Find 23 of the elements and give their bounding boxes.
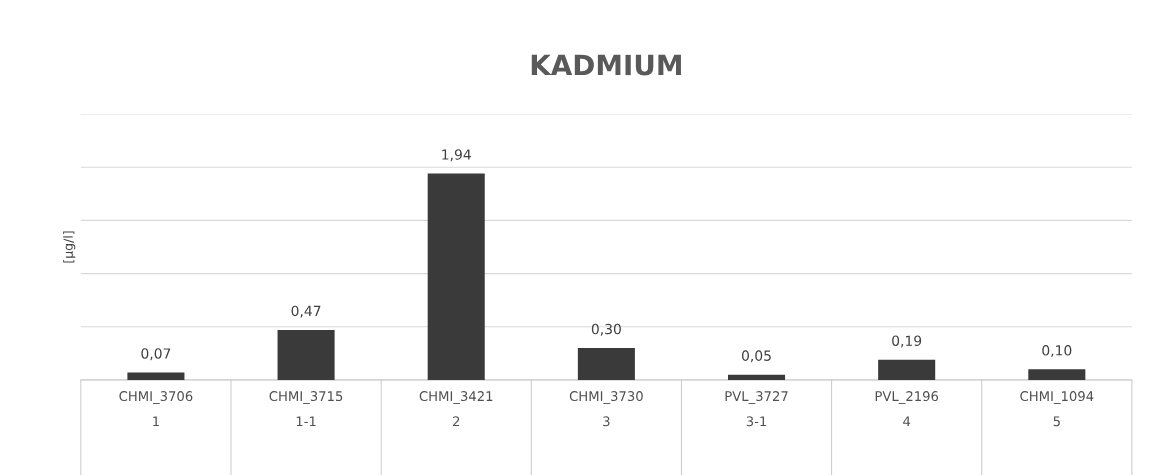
data-label: 0,07 <box>141 348 171 361</box>
data-label: 0,05 <box>741 350 771 363</box>
x-tick-label: CHMI_3421 2 <box>419 391 493 427</box>
x-tick-label: PVL_2196 4 <box>875 391 939 427</box>
x-tick-label: CHMI_3715 1-1 <box>269 391 343 427</box>
data-label: 0,10 <box>1042 345 1072 357</box>
data-label: 0,47 <box>291 305 321 318</box>
bar <box>728 374 786 380</box>
y-axis-title: [µg/l] <box>63 231 76 263</box>
bar <box>127 372 185 380</box>
x-tick-label: CHMI_1094 5 <box>1020 391 1094 427</box>
bar <box>427 173 485 380</box>
bar <box>1028 369 1086 380</box>
bar <box>277 329 335 380</box>
bar <box>878 359 936 380</box>
chart-title: KADMIUM <box>531 54 681 76</box>
data-label: 0,19 <box>892 335 922 348</box>
x-tick-label: CHMI_3706 1 <box>119 391 193 427</box>
bar <box>577 348 635 380</box>
x-tick-label: PVL_3727 3-1 <box>725 391 788 427</box>
x-tick-label: CHMI_3730 3 <box>569 391 643 427</box>
data-label: 1,94 <box>442 149 471 162</box>
data-label: 0,30 <box>591 323 621 336</box>
